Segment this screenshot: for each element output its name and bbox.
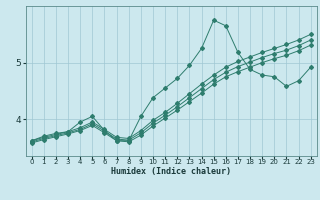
X-axis label: Humidex (Indice chaleur): Humidex (Indice chaleur) — [111, 167, 231, 176]
